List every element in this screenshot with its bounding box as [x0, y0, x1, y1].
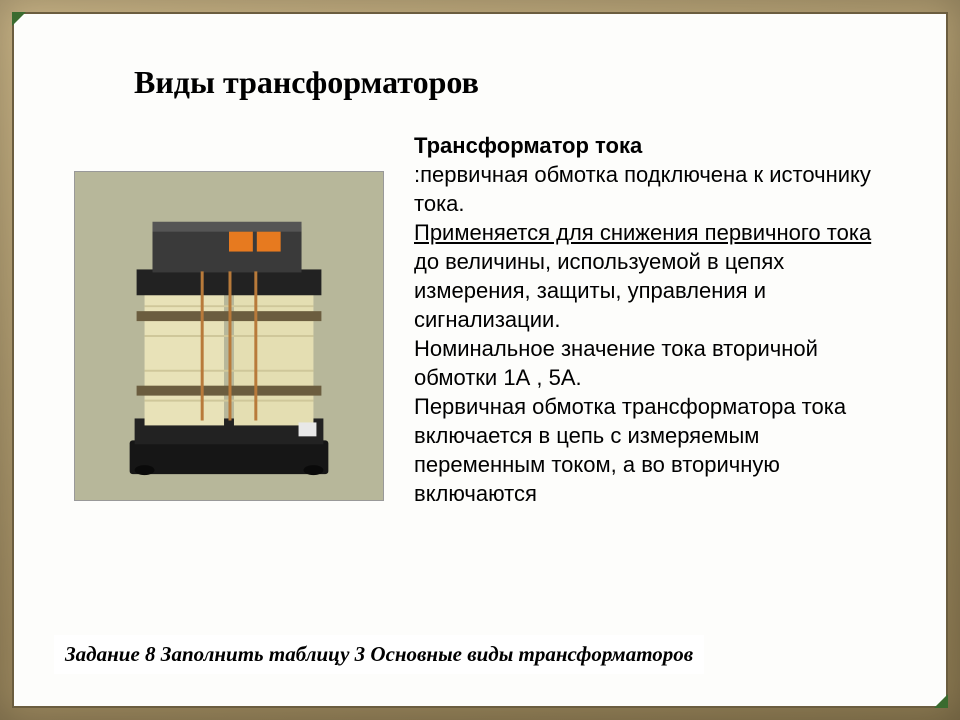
corner-accent-tl: [12, 12, 26, 26]
assignment-text: Задание 8 Заполнить таблицу 3 Основные в…: [65, 642, 693, 666]
body-p2-underline: Применяется для снижения первичного тока: [414, 220, 871, 245]
body-heading: Трансформатор тока: [414, 133, 642, 158]
body-p4: Первичная обмотка трансформатора тока вк…: [414, 394, 846, 506]
transformer-image: [74, 171, 384, 501]
wood-frame: Виды трансформаторов: [0, 0, 960, 720]
slide-title: Виды трансформаторов: [134, 64, 896, 101]
content-row: Трансформатор тока :первичная обмотка по…: [74, 131, 896, 508]
body-p1: :первичная обмотка подключена к источник…: [414, 162, 871, 216]
body-text: Трансформатор тока :первичная обмотка по…: [414, 131, 896, 508]
body-p2-rest: до величины, используемой в цепях измере…: [414, 249, 784, 332]
transformer-illustration: [74, 171, 384, 501]
assignment-box: Задание 8 Заполнить таблицу 3 Основные в…: [54, 635, 704, 674]
body-p3: Номинальное значение тока вторичной обмо…: [414, 336, 818, 390]
corner-accent-br: [934, 694, 948, 708]
slide-canvas: Виды трансформаторов: [12, 12, 948, 708]
